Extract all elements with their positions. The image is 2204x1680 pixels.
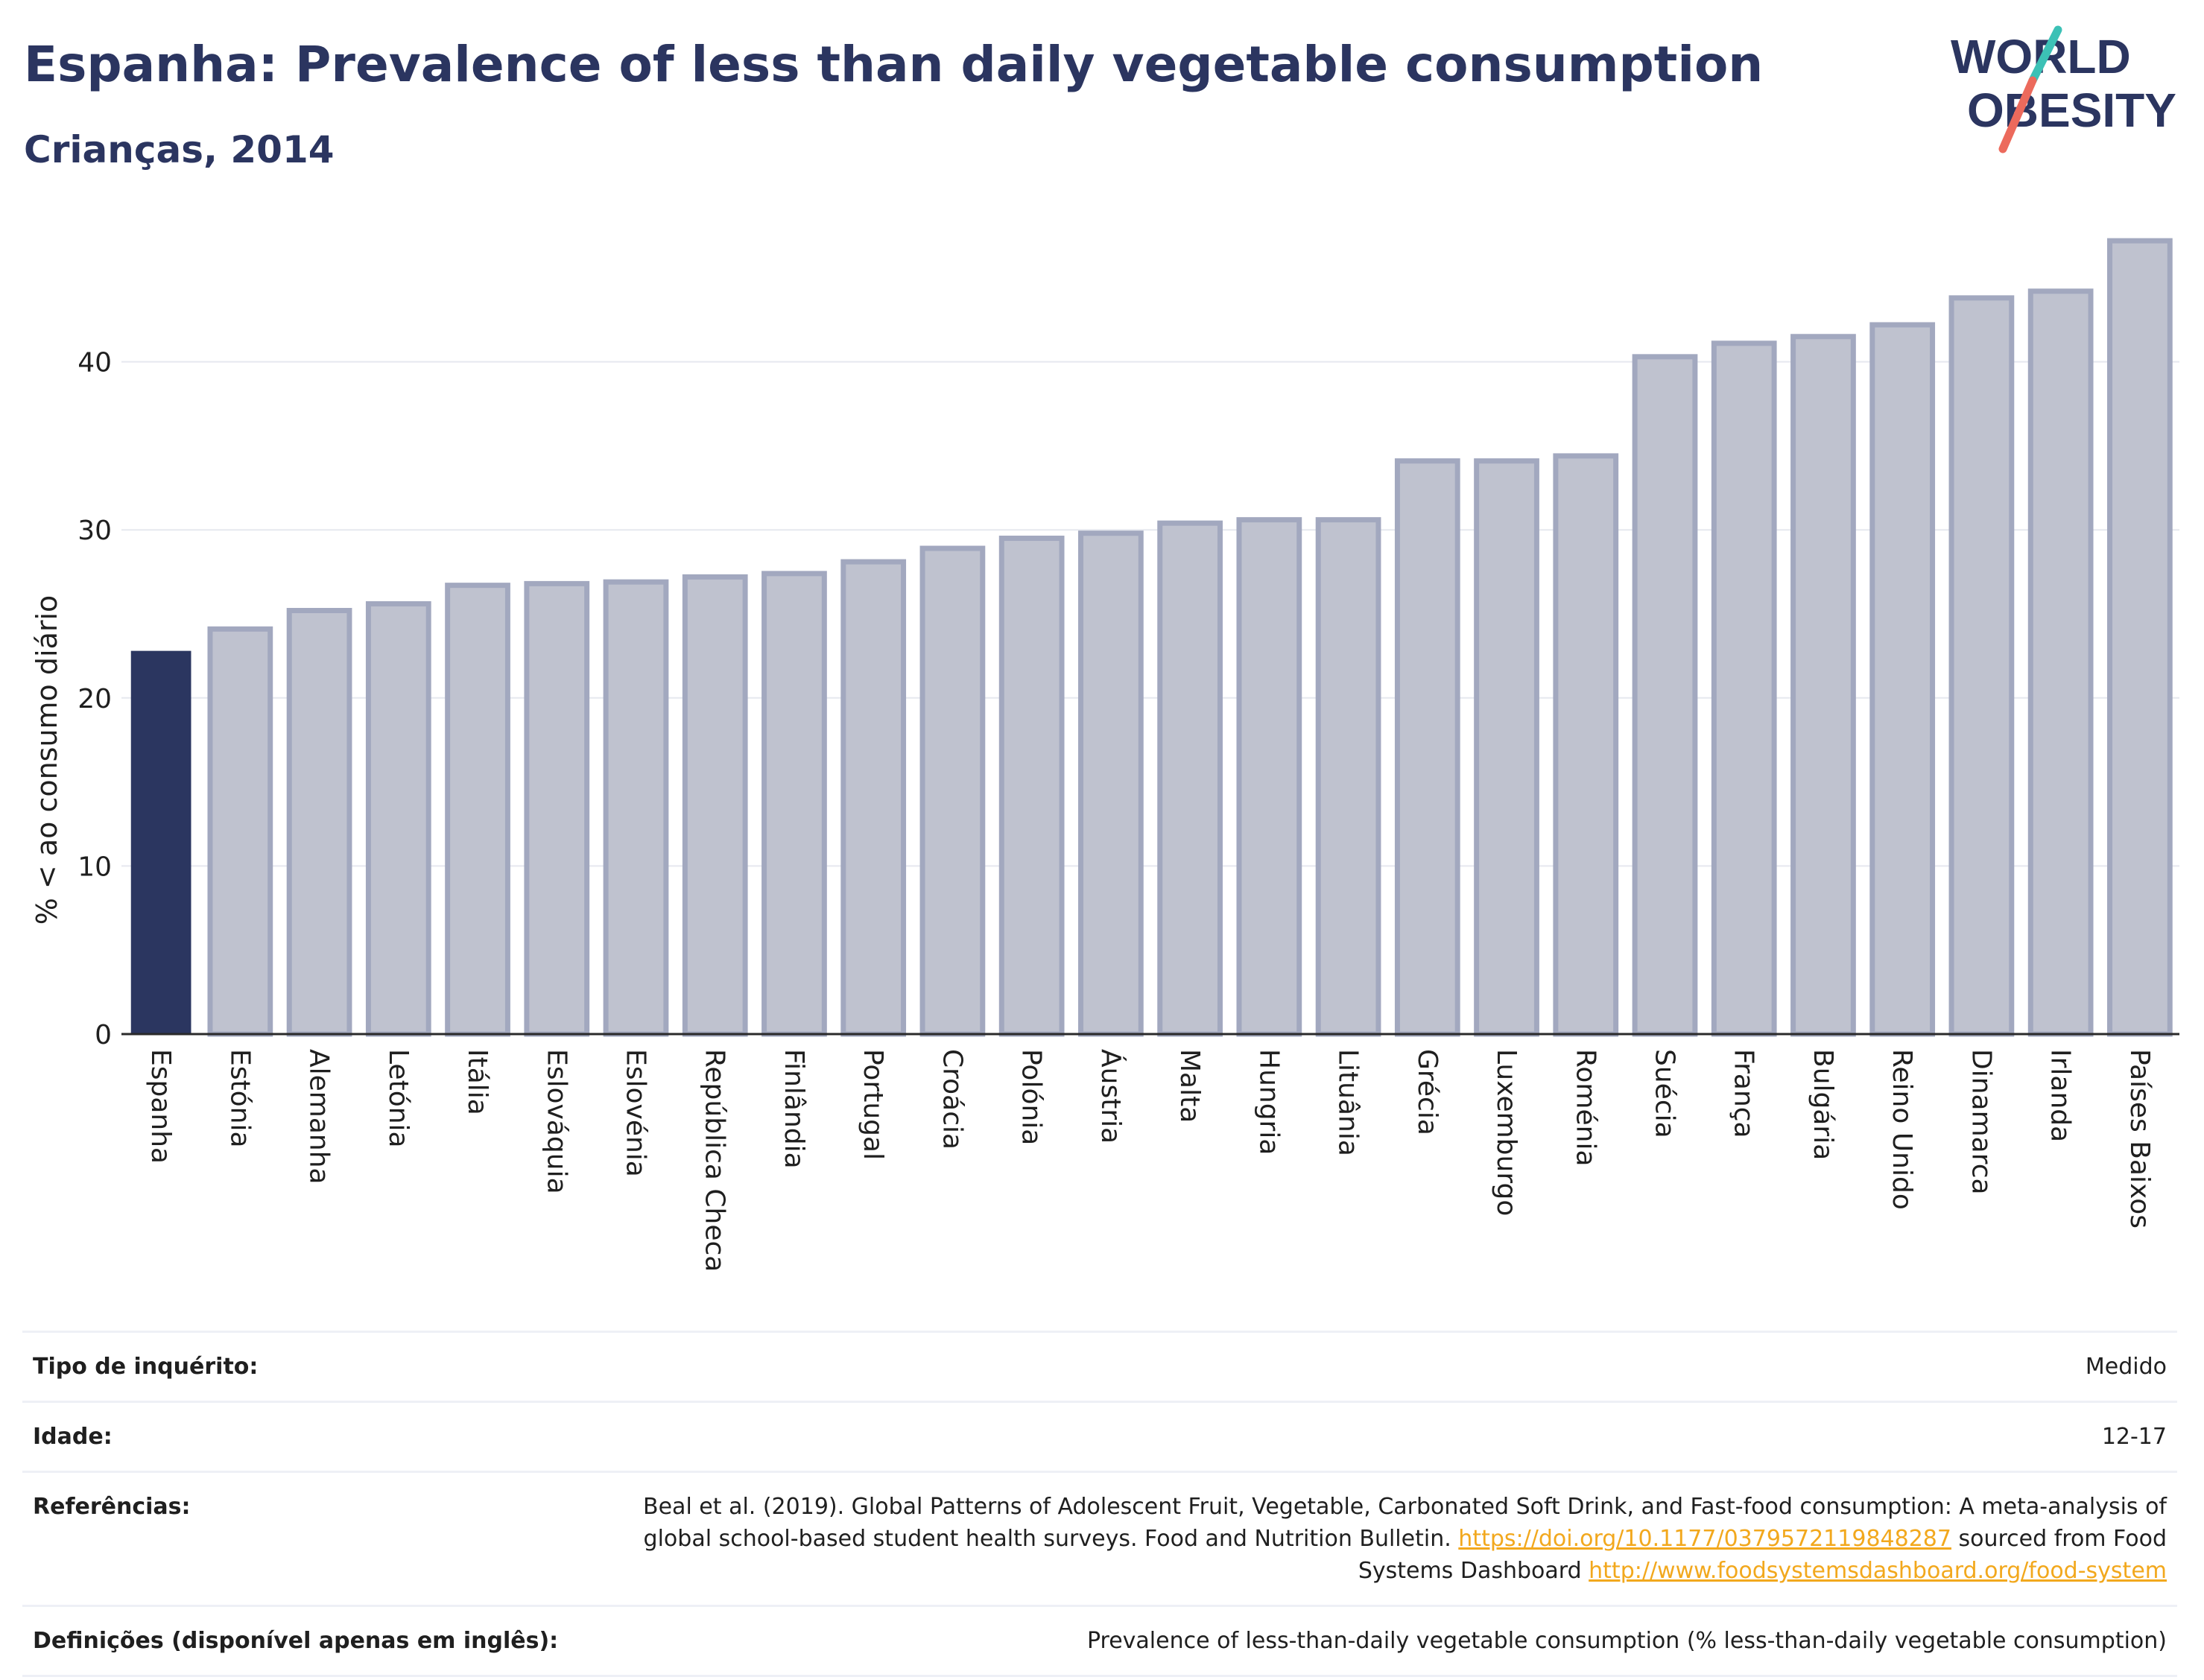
x-tick-label: Polónia [1016,1049,1047,1145]
x-tick-label: Finlândia [779,1049,809,1169]
food-systems-dashboard-link[interactable]: http://www.foodsystemsdashboard.org/food… [1589,1558,2167,1584]
x-tick-label: Luxemburgo [1491,1049,1521,1216]
x-tick-label: Alemanha [304,1049,335,1185]
bar-espanha [130,650,191,1034]
y-tick-label: 40 [77,348,112,378]
bar-áustria [1078,530,1144,1037]
bar-lituânia [1315,517,1381,1037]
y-axis-ticks: 0 10 20 30 40 [77,348,112,1050]
bar-eslováquia [524,580,590,1037]
references-label: Referências: [33,1494,191,1520]
x-tick-label: Dinamarca [1966,1049,1996,1195]
logo-slash-teal [2028,25,2062,85]
info-row-survey: Tipo de inquérito: Medido [22,1331,2177,1402]
x-tick-label: Malta [1174,1049,1205,1123]
bar-finlândia [761,571,827,1037]
bars [130,238,2173,1037]
bar-chart: 0 10 20 30 40 Espanha Estónia Alemanha Letónia I… [31,238,2179,1272]
bar-países-baixos [2107,238,2173,1037]
x-tick-label: Croácia [937,1049,967,1150]
x-tick-label: Grécia [1412,1049,1443,1135]
x-tick-label: Lituânia [1333,1049,1364,1156]
x-tick-label: Reino Unido [1887,1049,1917,1210]
bar-hungria [1236,517,1302,1037]
bar-letónia [365,600,431,1037]
x-tick-label: Áustria [1095,1049,1127,1144]
definitions-label: Definições (disponível apenas em inglês)… [33,1628,559,1654]
definitions-value: Prevalence of less-than-daily vegetable … [1086,1628,2167,1654]
x-tick-label: Itália [462,1049,493,1115]
bar-alemanha [286,607,352,1037]
chart-subtitle: Crianças, 2014 [24,128,335,171]
x-tick-label: Roménia [1570,1049,1600,1167]
y-tick-label: 20 [77,684,112,714]
y-axis-label: % < ao consumo diário [31,595,63,925]
x-tick-label: Espanha [145,1049,176,1164]
y-tick-label: 0 [95,1020,112,1050]
bar-itália [445,583,510,1037]
x-tick-label: Hungria [1253,1049,1284,1155]
bar-dinamarca [1948,295,2015,1037]
reference-source-text: sourced from Food Systems Dashboard [1358,1526,2167,1584]
y-tick-label: 30 [77,516,112,546]
world-obesity-logo: WORLD OBESITY [1951,25,2176,153]
x-tick-label: Estónia [224,1049,255,1148]
survey-type-label: Tipo de inquérito: [33,1354,259,1380]
bar-estónia [207,626,273,1037]
bar-bulgária [1790,334,1856,1037]
x-tick-label: Irlanda [2045,1049,2076,1142]
x-tick-label: Letónia [383,1049,414,1148]
age-label: Idade: [33,1424,113,1450]
bar-polónia [998,535,1065,1037]
bar-roménia [1553,453,1619,1037]
x-axis-ticks: Espanha Estónia Alemanha Letónia Itália Eslov… [145,1049,2155,1272]
x-tick-label: Portugal [858,1049,888,1160]
x-tick-label: Suécia [1650,1049,1680,1138]
x-tick-label: Eslováquia [541,1049,571,1194]
info-table: Tipo de inquérito: Medido Idade: 12-17 R… [22,1331,2177,1677]
bar-luxemburgo [1474,458,1539,1037]
bar-reino-unido [1869,322,1936,1037]
info-row-definitions: Definições (disponível apenas em inglês)… [22,1605,2177,1676]
x-tick-label: França [1729,1049,1759,1138]
bar-irlanda [2027,288,2094,1037]
info-row-references: Referências: Beal et al. (2019). Global … [22,1471,2177,1606]
bar-frança [1711,340,1777,1037]
x-tick-label: Eslovénia [621,1049,651,1177]
doi-link[interactable]: https://doi.org/10.1177/0379572119848287 [1458,1526,1951,1552]
x-tick-label: Países Baixos [2124,1049,2155,1229]
bar-grécia [1394,458,1460,1037]
bar-croácia [919,545,986,1037]
logo-obesity-text: OBESITY [1967,83,2176,137]
reference-text: Beal et al. (2019). Global Patterns of A… [643,1494,2167,1552]
x-tick-label: Bulgária [1808,1049,1838,1160]
survey-type-value: Medido [2085,1354,2167,1380]
references-value: Beal et al. (2019). Global Patterns of A… [569,1472,2177,1606]
bar-suécia [1632,354,1698,1037]
chart-title: Espanha: Prevalence of less than daily v… [24,36,1764,93]
bar-malta [1157,520,1223,1037]
bar-portugal [840,559,907,1037]
age-value: 12-17 [2101,1424,2167,1450]
y-tick-label: 10 [77,852,112,882]
bar-eslovénia [603,579,669,1037]
info-row-age: Idade: 12-17 [22,1401,2177,1472]
bar-república-checa [682,574,748,1037]
x-tick-label: República Checa [700,1049,730,1272]
logo-slash-coral [1998,76,2037,153]
